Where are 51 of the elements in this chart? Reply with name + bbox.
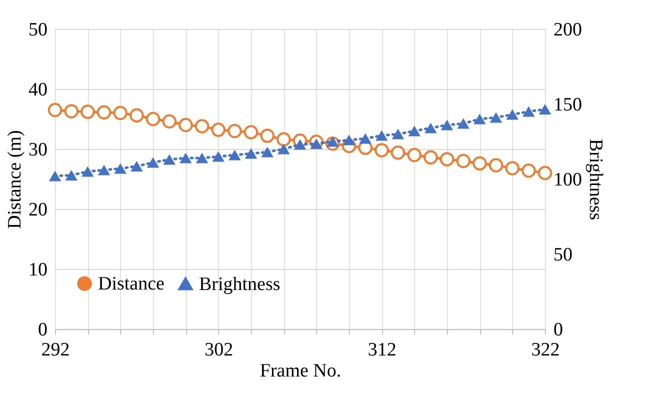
x-tick-label: 312: [368, 340, 396, 360]
point: [146, 157, 160, 168]
y-tick-label: 50: [28, 20, 48, 40]
y2-tick-label: 0: [554, 320, 563, 340]
point: [48, 170, 62, 182]
y-tick-label: 10: [28, 260, 48, 280]
y-tick-label: 40: [28, 80, 48, 100]
point: [457, 118, 470, 129]
y2-axis-title: Brightness: [585, 138, 606, 220]
x-tick-label: 292: [41, 340, 70, 360]
y-tick-label: 20: [28, 200, 48, 220]
point: [196, 152, 208, 164]
point: [163, 154, 176, 165]
y-tick-label: 0: [38, 320, 48, 340]
point: [522, 106, 535, 117]
x-tick-label: 322: [531, 340, 560, 360]
point: [310, 138, 322, 150]
point: [244, 148, 258, 159]
point: [114, 163, 126, 174]
point: [326, 136, 339, 147]
y2-tick-label: 100: [554, 170, 582, 190]
y-tick-label: 30: [28, 140, 48, 160]
point: [130, 160, 143, 172]
point: [342, 134, 356, 146]
point: [82, 166, 94, 177]
y2-tick-label: 150: [554, 94, 582, 116]
legend-label: Distance: [98, 274, 164, 295]
y-axis-title: Distance (m): [4, 130, 26, 229]
point: [98, 164, 110, 176]
point: [294, 139, 306, 150]
point: [180, 152, 192, 164]
y2-tick-label: 200: [554, 20, 582, 40]
point: [376, 130, 388, 141]
point: [212, 151, 224, 162]
point: [65, 170, 78, 181]
point: [392, 128, 404, 140]
point: [490, 112, 502, 123]
point: [506, 109, 518, 120]
point: [474, 114, 486, 124]
point: [278, 144, 290, 154]
legend-label: Brightness: [199, 274, 280, 295]
point: [359, 133, 372, 144]
point: [538, 104, 552, 115]
point: [424, 122, 437, 134]
point: [440, 120, 454, 130]
x-axis-title: Frame No.: [260, 360, 342, 382]
y2-tick-label: 50: [554, 244, 572, 266]
point: [408, 126, 420, 136]
point: [261, 146, 274, 158]
x-tick-label: 302: [204, 340, 234, 360]
point: [228, 150, 241, 160]
